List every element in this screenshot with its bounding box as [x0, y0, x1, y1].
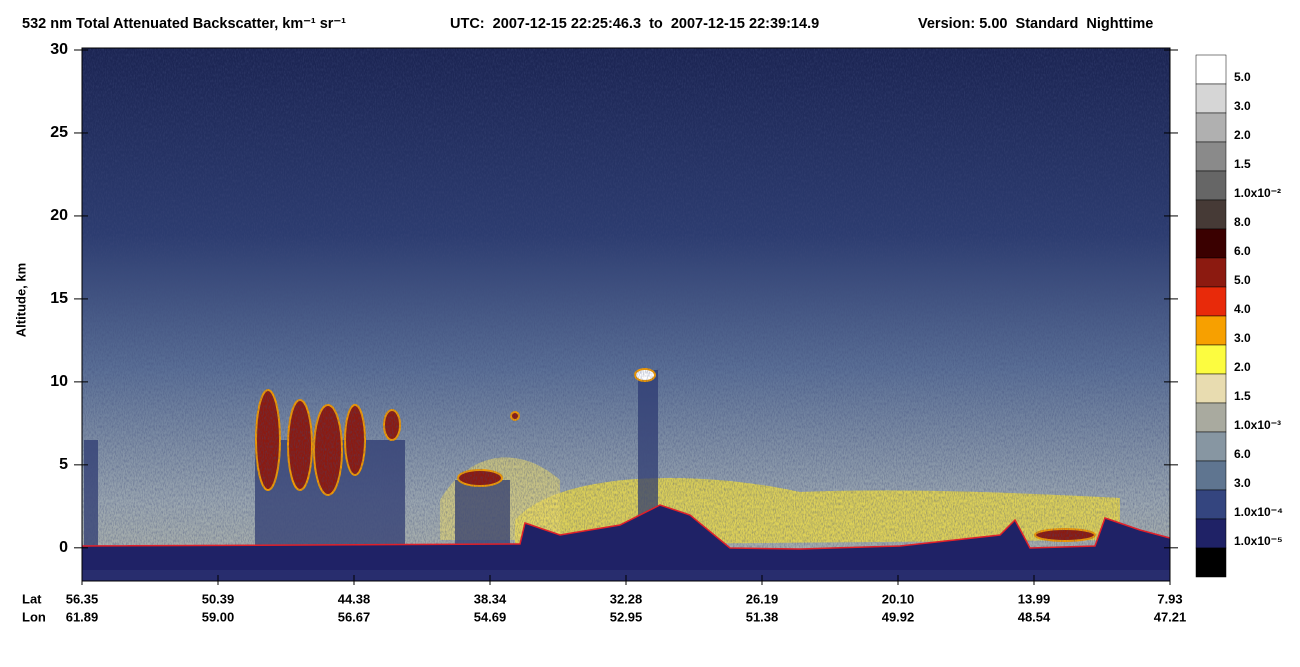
- y-tick-label: 0: [59, 539, 68, 556]
- colorbar-swatch: [1195, 373, 1227, 404]
- colorbar-swatch: [1195, 547, 1227, 578]
- version-text: Version: 5.00 Standard Nighttime: [918, 16, 1153, 32]
- x-tick-label: 54.69: [474, 609, 507, 624]
- y-tick-label: 15: [50, 290, 68, 307]
- colorbar-label: 1.5: [1234, 389, 1251, 403]
- colorbar-swatch: [1195, 518, 1227, 549]
- colorbar-swatch: [1195, 83, 1227, 114]
- x-tick-label: 48.54: [1018, 609, 1051, 624]
- colorbar-swatch: [1195, 54, 1227, 85]
- x-row-name: Lon: [22, 609, 46, 624]
- colorbar-swatch: [1195, 489, 1227, 520]
- y-axis-label: Altitude, km: [13, 263, 28, 337]
- colorbar-label: 2.0: [1234, 360, 1251, 374]
- colorbar-swatch: [1195, 112, 1227, 143]
- colorbar-swatch: [1195, 141, 1227, 172]
- x-tick-label: 56.67: [338, 609, 371, 624]
- chart-title: 532 nm Total Attenuated Backscatter, km⁻…: [22, 16, 346, 32]
- colorbar-swatch: [1195, 315, 1227, 346]
- y-tick-label: 25: [50, 124, 68, 141]
- x-tick-label: 26.19: [746, 591, 779, 606]
- x-tick-label: 56.35: [66, 591, 99, 606]
- x-tick-label: 44.38: [338, 591, 371, 606]
- y-tick-label: 20: [50, 207, 68, 224]
- y-tick-label: 30: [50, 41, 68, 58]
- colorbar-swatch: [1195, 170, 1227, 201]
- colorbar-label: 5.0: [1234, 273, 1251, 287]
- colorbar-label: 8.0: [1234, 215, 1251, 229]
- x-tick-label: 47.21: [1154, 609, 1187, 624]
- colorbar-swatch: [1195, 402, 1227, 433]
- y-tick-label: 5: [59, 456, 68, 473]
- x-tick-label: 51.38: [746, 609, 779, 624]
- x-tick-label: 52.95: [610, 609, 643, 624]
- x-row-name: Lat: [22, 591, 42, 606]
- colorbar-label: 3.0: [1234, 99, 1251, 113]
- colorbar-swatch: [1195, 199, 1227, 230]
- colorbar-label: 2.0: [1234, 128, 1251, 142]
- colorbar-swatch: [1195, 431, 1227, 462]
- colorbar-swatch: [1195, 228, 1227, 259]
- colorbar-label: 3.0: [1234, 476, 1251, 490]
- colorbar-swatch: [1195, 286, 1227, 317]
- colorbar-label: 1.5: [1234, 157, 1251, 171]
- colorbar-swatch: [1195, 257, 1227, 288]
- chart-subtitle: UTC: 2007-12-15 22:25:46.3 to 2007-12-15…: [450, 16, 819, 32]
- colorbar-label: 6.0: [1234, 244, 1251, 258]
- colorbar-label: 1.0x10⁻⁴: [1234, 505, 1283, 519]
- x-tick-label: 7.93: [1157, 591, 1182, 606]
- x-tick-label: 49.92: [882, 609, 915, 624]
- colorbar-swatch: [1195, 460, 1227, 491]
- backscatter-image: [82, 48, 1170, 581]
- colorbar-label: 5.0: [1234, 70, 1251, 84]
- y-tick-label: 10: [50, 373, 68, 390]
- colorbar-label: 3.0: [1234, 331, 1251, 345]
- colorbar-label: 1.0x10⁻³: [1234, 418, 1281, 432]
- x-tick-label: 59.00: [202, 609, 235, 624]
- x-tick-label: 38.34: [474, 591, 507, 606]
- x-tick-label: 50.39: [202, 591, 235, 606]
- x-tick-label: 61.89: [66, 609, 99, 624]
- colorbar-label: 4.0: [1234, 302, 1251, 316]
- x-tick-label: 13.99: [1018, 591, 1051, 606]
- x-tick-label: 20.10: [882, 591, 915, 606]
- colorbar-label: 1.0x10⁻⁵: [1234, 534, 1283, 548]
- colorbar-label: 1.0x10⁻²: [1234, 186, 1281, 200]
- colorbar-swatch: [1195, 344, 1227, 375]
- colorbar-label: 6.0: [1234, 447, 1251, 461]
- x-tick-label: 32.28: [610, 591, 643, 606]
